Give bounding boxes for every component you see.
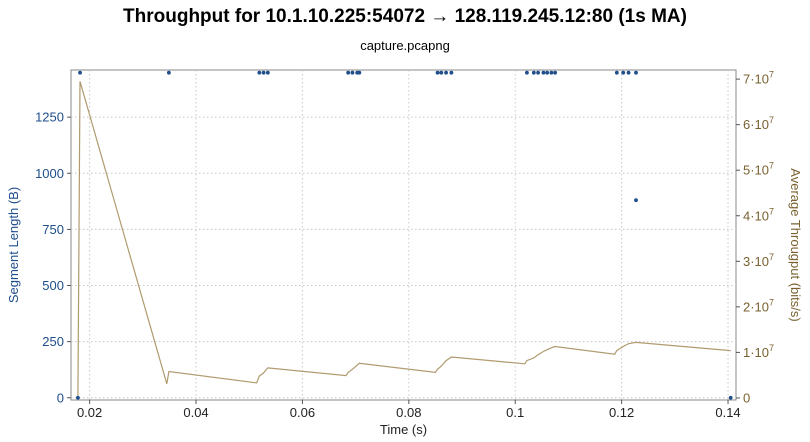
y-right-tick-label: 4·107 (743, 206, 774, 223)
y-left-tick-label: 250 (42, 334, 64, 349)
chart-subtitle: capture.pcapng (360, 38, 450, 53)
y-left-tick-label: 1250 (35, 110, 64, 125)
segment-point (265, 70, 270, 75)
segment-point (536, 70, 540, 75)
segment-points (76, 70, 733, 400)
throughput-line (77, 81, 731, 399)
segment-point (549, 70, 554, 75)
y-right-tick-label: 0 (743, 390, 750, 405)
x-axis: 0.02 0.04 0.06 0.08 0.1 0.12 0.14 (77, 400, 741, 420)
grid-lines (71, 70, 736, 400)
y-left-tick-label: 1000 (35, 166, 64, 181)
segment-point (346, 70, 351, 75)
y-left-tick-label: 0 (57, 390, 64, 405)
x-tick-label: 0.12 (609, 405, 634, 420)
segment-point (553, 70, 558, 75)
segment-point (357, 70, 362, 75)
plot-area (70, 69, 737, 401)
segment-point (541, 70, 546, 75)
y-right-tick-label: 6·107 (743, 115, 774, 132)
segment-point (166, 70, 171, 75)
y-right-tick-label: 3·107 (743, 252, 774, 269)
y-right-tick-label: 5·107 (743, 161, 774, 178)
y-right-tick-label: 2·107 (743, 297, 774, 314)
y-right-tick-label: 1·107 (743, 343, 774, 360)
x-tick-label: 0.08 (396, 405, 421, 420)
segment-point (634, 70, 638, 75)
segment-point (525, 70, 529, 75)
segment-point (545, 70, 550, 75)
y-left-axis: 0 250 500 750 1000 1250 (35, 110, 71, 405)
segment-point (257, 70, 262, 75)
segment-point (449, 70, 454, 75)
segment-point (350, 70, 355, 75)
segment-point (78, 70, 82, 75)
segment-point (531, 70, 536, 75)
x-tick-label: 0.1 (506, 405, 524, 420)
y-left-axis-label: Segment Length (B) (6, 187, 21, 303)
x-tick-label: 0.04 (183, 405, 208, 420)
segment-point (439, 70, 444, 75)
y-right-tick-label: 7·107 (743, 70, 774, 87)
segment-point (76, 395, 80, 400)
x-tick-label: 0.14 (715, 405, 740, 420)
segment-point (728, 395, 733, 400)
y-right-axis: 0 1·107 2·107 3·107 4·107 5·107 6·107 7·107 (736, 70, 774, 405)
segment-point (614, 70, 619, 75)
segment-point (626, 70, 631, 75)
segment-point (444, 70, 448, 75)
y-right-axis-label: Average Througput (bits/s) (788, 168, 803, 321)
segment-point (634, 198, 638, 203)
chart-title: Throughput for 10.1.10.225:54072 → 128.1… (123, 6, 687, 27)
x-tick-label: 0.02 (77, 405, 102, 420)
x-axis-label: Time (s) (380, 422, 427, 437)
segment-point (621, 70, 626, 75)
segment-point (261, 70, 266, 75)
x-tick-label: 0.06 (290, 405, 315, 420)
y-left-tick-label: 750 (42, 222, 64, 237)
segment-point (435, 70, 440, 75)
y-left-tick-label: 500 (42, 278, 64, 293)
